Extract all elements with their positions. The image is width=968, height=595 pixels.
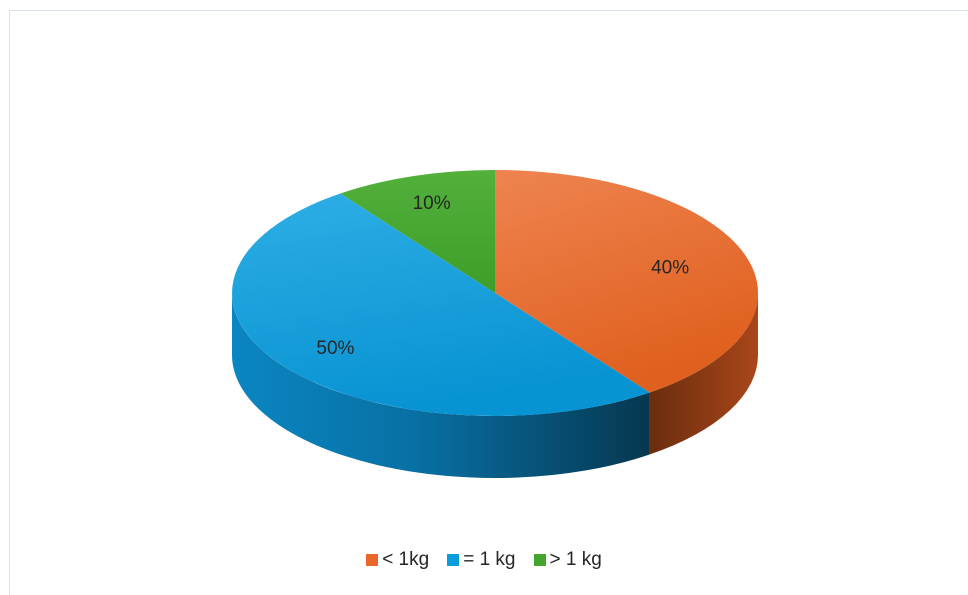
data-label: 40% <box>651 257 689 278</box>
legend-item: < 1kg <box>366 549 429 571</box>
legend-label: < 1kg <box>382 549 430 570</box>
legend-label: > 1 kg <box>549 549 602 570</box>
legend-swatch <box>533 554 546 566</box>
pie-slice-1 <box>232 193 650 416</box>
legend-item: = 1 kg <box>447 549 516 571</box>
data-label: 50% <box>316 338 354 359</box>
pie-side-1 <box>231 293 650 478</box>
data-label: 10% <box>413 193 451 214</box>
pie-slice-2 <box>340 170 495 293</box>
legend-label: = 1 kg <box>463 549 516 570</box>
legend-swatch <box>366 554 379 566</box>
pie-slice-0 <box>495 170 758 393</box>
legend-swatch <box>447 554 460 566</box>
pie-side-0 <box>649 293 758 455</box>
legend: < 1kg = 1 kg > 1 kg <box>0 549 968 571</box>
legend-item: > 1 kg <box>533 549 602 571</box>
